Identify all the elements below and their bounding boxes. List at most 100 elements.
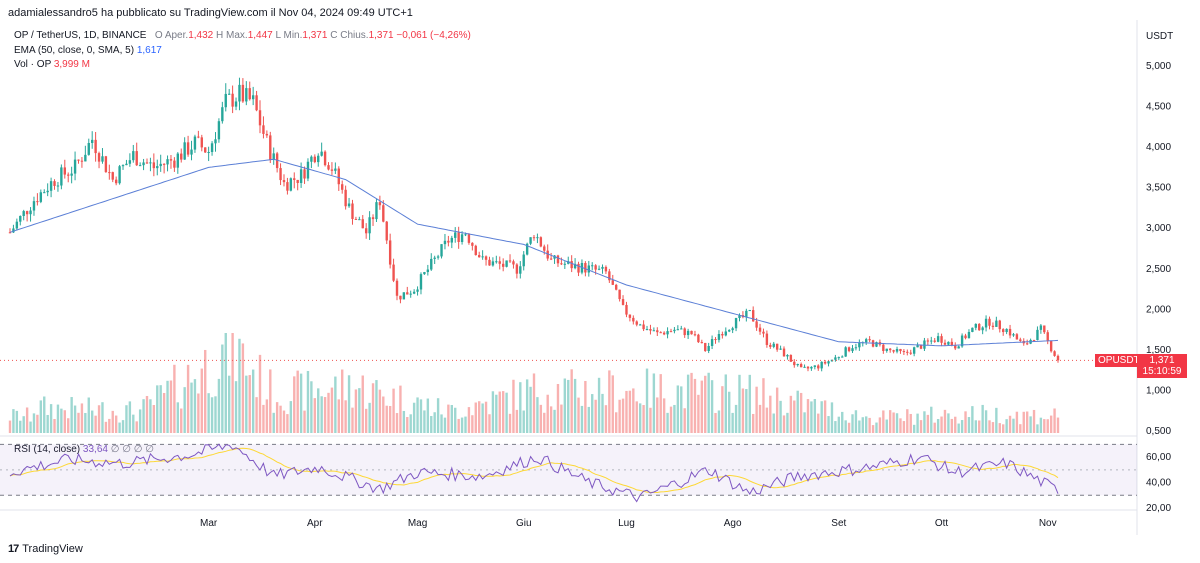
candle-body bbox=[686, 330, 690, 336]
legend-ohlc[interactable]: OP / TetherUS, 1D, BINANCE O Aper.1,432 … bbox=[14, 30, 471, 41]
volume-bar bbox=[43, 396, 46, 433]
candle-body bbox=[293, 178, 296, 180]
candle-body bbox=[207, 152, 210, 154]
volume-bar bbox=[282, 410, 286, 433]
candle-body bbox=[91, 139, 94, 143]
candle-body bbox=[902, 351, 906, 353]
volume-bar bbox=[837, 416, 841, 433]
candle-body bbox=[923, 340, 926, 349]
candle-body bbox=[1019, 339, 1022, 341]
volume-bar bbox=[704, 375, 707, 433]
candle-body bbox=[227, 93, 231, 95]
volume-bar bbox=[786, 412, 789, 433]
candle-body bbox=[327, 165, 330, 170]
volume-bar bbox=[984, 410, 988, 433]
legend-volume[interactable]: Vol · OP 3,999 M bbox=[14, 59, 90, 70]
candle-body bbox=[128, 160, 132, 164]
volume-bar bbox=[227, 375, 231, 433]
candle-body bbox=[601, 266, 604, 269]
volume-bar bbox=[628, 390, 632, 433]
candle-body bbox=[238, 84, 241, 102]
volume-bar bbox=[560, 404, 563, 433]
volume-bar bbox=[474, 402, 477, 433]
volume-bar bbox=[317, 388, 320, 433]
volume-bar bbox=[964, 411, 967, 433]
candle-body bbox=[32, 201, 36, 211]
volume-bar bbox=[152, 405, 156, 433]
candle-body bbox=[412, 291, 416, 294]
candle-body bbox=[888, 348, 892, 351]
volume-bar bbox=[827, 416, 830, 433]
footer-brand[interactable]: 17 TradingView bbox=[8, 543, 83, 555]
volume-bar bbox=[135, 421, 138, 433]
volume-bar bbox=[361, 375, 364, 433]
volume-bar bbox=[584, 380, 587, 433]
time-tick-label: Lug bbox=[618, 518, 635, 529]
volume-bar bbox=[758, 404, 762, 433]
candle-body bbox=[354, 218, 358, 220]
candle-body bbox=[984, 318, 988, 328]
candle-body bbox=[471, 242, 474, 246]
candle-body bbox=[656, 330, 659, 333]
legend-ema[interactable]: EMA (50, close, 0, SMA, 5) 1,617 bbox=[14, 45, 162, 56]
volume-bar bbox=[108, 418, 111, 433]
volume-bar bbox=[1056, 417, 1060, 433]
volume-bar bbox=[341, 369, 344, 433]
candle-body bbox=[426, 269, 430, 273]
currency-label[interactable]: USDT bbox=[1146, 31, 1174, 42]
volume-bar bbox=[882, 410, 885, 433]
ema-value: 1,617 bbox=[136, 45, 162, 56]
volume-bar bbox=[296, 370, 299, 433]
candle-body bbox=[1036, 329, 1039, 341]
volume-bar bbox=[680, 386, 683, 433]
candle-body bbox=[1008, 328, 1012, 336]
candle-body bbox=[87, 142, 90, 155]
volume-bar bbox=[70, 397, 73, 433]
volume-bar bbox=[519, 382, 522, 433]
volume-bar bbox=[371, 383, 375, 433]
volume-bar bbox=[323, 397, 327, 433]
volume-bar bbox=[642, 405, 645, 433]
volume-bar bbox=[320, 396, 323, 433]
candle-body bbox=[936, 336, 940, 342]
volume-bar bbox=[498, 391, 501, 433]
candle-body bbox=[303, 169, 306, 179]
volume-bar bbox=[1039, 417, 1043, 433]
rsi-line bbox=[9, 443, 1059, 503]
price-tick-label: 5,000 bbox=[1146, 61, 1171, 72]
volume-bar bbox=[522, 410, 525, 433]
candle-body bbox=[755, 321, 758, 328]
volume-bar bbox=[186, 364, 190, 433]
volume-bar bbox=[460, 417, 464, 433]
candle-body bbox=[433, 257, 436, 259]
candle-body bbox=[851, 348, 854, 352]
volume-bar bbox=[854, 410, 858, 433]
volume-bar bbox=[978, 420, 981, 433]
last-price: 1,371 bbox=[1149, 355, 1175, 366]
volume-bar bbox=[892, 412, 895, 433]
price-tick-label: 0,500 bbox=[1146, 426, 1171, 437]
volume-bar bbox=[899, 418, 902, 433]
volume-bar bbox=[447, 404, 450, 433]
volume-bar bbox=[49, 404, 53, 433]
candle-body bbox=[782, 348, 786, 357]
candle-body bbox=[118, 166, 121, 184]
candle-body bbox=[450, 237, 453, 243]
volume-bar bbox=[573, 378, 577, 433]
candle-body bbox=[652, 330, 656, 332]
volume-bar bbox=[998, 423, 1001, 433]
volume-bar bbox=[214, 396, 217, 433]
candle-body bbox=[454, 232, 457, 238]
candle-body bbox=[594, 265, 597, 270]
volume-bar bbox=[751, 413, 755, 433]
volume-bar bbox=[806, 399, 810, 433]
candle-body bbox=[1005, 328, 1008, 333]
volume-bar bbox=[769, 395, 772, 433]
legend-rsi[interactable]: RSI (14, close) 33,64 ∅ ∅ ∅ ∅ bbox=[14, 444, 154, 455]
candle-body bbox=[347, 203, 351, 207]
candle-body bbox=[15, 221, 19, 229]
candle-body bbox=[577, 263, 580, 273]
candle-body bbox=[286, 182, 289, 191]
candle-body bbox=[611, 280, 614, 285]
